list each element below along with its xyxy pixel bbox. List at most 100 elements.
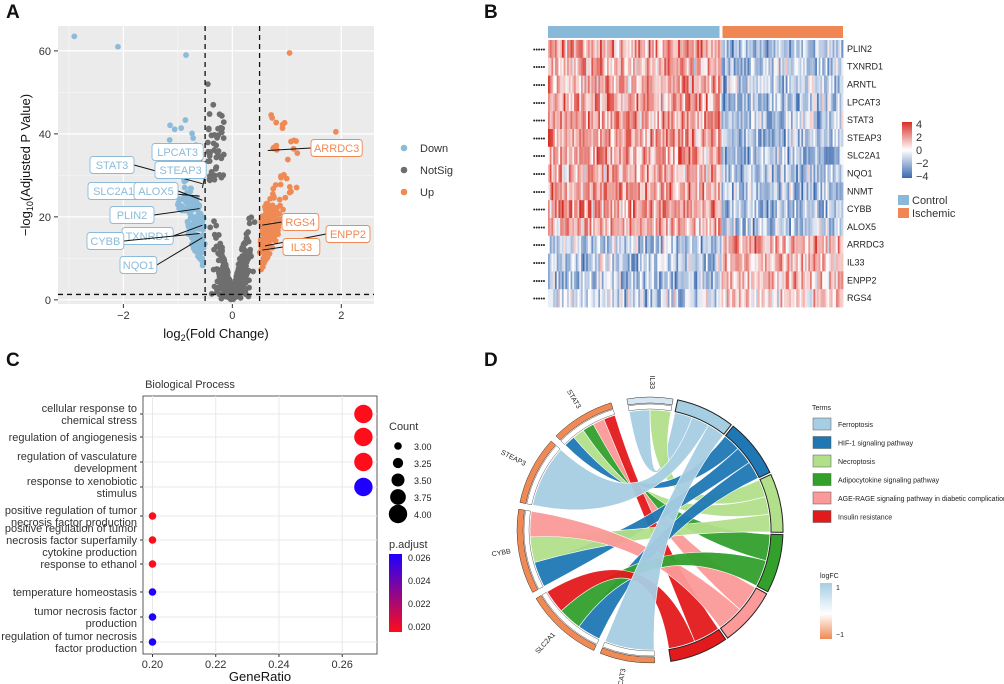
heatmap-cell [631, 235, 634, 254]
chord-gene-label: IL33 [648, 375, 655, 389]
heatmap-cell [664, 111, 667, 130]
heatmap-cell [822, 182, 825, 201]
heatmap-cell [778, 182, 781, 201]
heatmap-cell [711, 75, 714, 94]
heatmap-cell [707, 164, 710, 183]
heatmap-cell [836, 289, 839, 308]
heatmap-cell [580, 218, 584, 237]
heatmap-cell [792, 111, 795, 130]
heatmap-cell [716, 129, 719, 148]
heatmap-cell [728, 75, 731, 94]
heatmap-cell [780, 57, 783, 76]
heatmap-cell [594, 200, 597, 219]
volcano-point-notsig [229, 295, 235, 302]
heatmap-cell [548, 271, 551, 290]
heatmap-cell [672, 200, 676, 219]
heatmap-cell [666, 271, 669, 290]
heatmap-cell [568, 253, 571, 272]
heatmap-cell [839, 93, 842, 112]
heatmap-cell [816, 289, 820, 308]
heatmap-cell [613, 40, 617, 59]
heatmap-cell [634, 182, 637, 201]
heatmap-cell [794, 111, 797, 130]
heatmap-cell [790, 40, 794, 59]
heatmap-cell [751, 289, 754, 308]
heatmap-cell [738, 93, 742, 112]
heatmap-cell [610, 271, 613, 290]
heatmap-cell [674, 271, 677, 290]
heatmap-cell [841, 111, 844, 130]
heatmap-cell [716, 200, 719, 219]
heatmap-cell [749, 271, 752, 290]
heatmap-cell [582, 200, 585, 219]
heatmap-cell [784, 146, 787, 165]
heatmap-cell [702, 271, 705, 290]
heatmap-cell [790, 289, 794, 308]
heatmap-cell [607, 111, 610, 130]
heatmap-cell [837, 164, 840, 183]
heatmap-cell [575, 200, 578, 219]
heatmap-cell [702, 146, 705, 165]
heatmap-cell [700, 129, 703, 148]
heatmap-cell [690, 57, 693, 76]
heatmap-cell [832, 111, 835, 130]
heatmap-cell [577, 164, 580, 183]
heatmap-cell [626, 271, 629, 290]
heatmap-cell [718, 40, 721, 59]
heatmap-cell [589, 182, 592, 201]
heatmap-cell [565, 182, 568, 201]
heatmap-cell [813, 182, 816, 201]
heatmap-cell [730, 93, 733, 112]
heatmap-cell [610, 253, 613, 272]
heatmap-cell [639, 235, 643, 254]
heatmap-cell [813, 253, 816, 272]
heatmap-cell [554, 57, 558, 76]
heatmap-cell [633, 253, 636, 272]
heatmap-cell [738, 40, 742, 59]
heatmap-cell [759, 93, 762, 112]
heatmap-cell [624, 164, 627, 183]
heatmap-cell [834, 271, 837, 290]
heatmap-cell [613, 235, 617, 254]
heatmap-cell [790, 253, 794, 272]
heatmap-cell [678, 182, 681, 201]
heatmap-cell [556, 111, 559, 130]
volcano-label: NQO1 [123, 260, 154, 272]
heatmap-cell [721, 146, 724, 165]
heatmap-cell [745, 129, 748, 148]
heatmap-cell [601, 93, 604, 112]
heatmap-cell [554, 75, 558, 94]
heatmap-cell [756, 218, 759, 237]
heatmap-cell [790, 93, 794, 112]
heatmap-cell [778, 164, 781, 183]
heatmap-cell [577, 235, 580, 254]
heatmap-cell [695, 182, 698, 201]
heatmap-cell [688, 235, 691, 254]
heatmap-cell [818, 218, 821, 237]
heatmap-cell [707, 218, 710, 237]
heatmap-cell [655, 146, 658, 165]
heatmap-cell [841, 164, 844, 183]
heatmap-cell [834, 235, 837, 254]
heatmap-cell [832, 164, 835, 183]
heatmap-cell [714, 75, 717, 94]
heatmap-cell [652, 75, 655, 94]
heatmap-cell [754, 75, 757, 94]
heatmap-cell [799, 235, 802, 254]
heatmap-cell [752, 182, 755, 201]
heatmap-cell [619, 200, 622, 219]
heatmap-cell [801, 271, 804, 290]
volcano-label: STAT3 [96, 160, 129, 172]
heatmap-cell [672, 271, 676, 290]
heatmap-cell [716, 40, 719, 59]
heatmap-cell [733, 93, 736, 112]
heatmap-cell [744, 57, 747, 76]
heatmap-cell [563, 182, 566, 201]
heatmap-cell [784, 164, 787, 183]
heatmap-cell [735, 182, 738, 201]
heatmap-cell [667, 289, 670, 308]
heatmap-cell [622, 164, 625, 183]
heatmap-cell [619, 182, 622, 201]
heatmap-cell [607, 40, 610, 59]
heatmap-cell [570, 129, 573, 148]
